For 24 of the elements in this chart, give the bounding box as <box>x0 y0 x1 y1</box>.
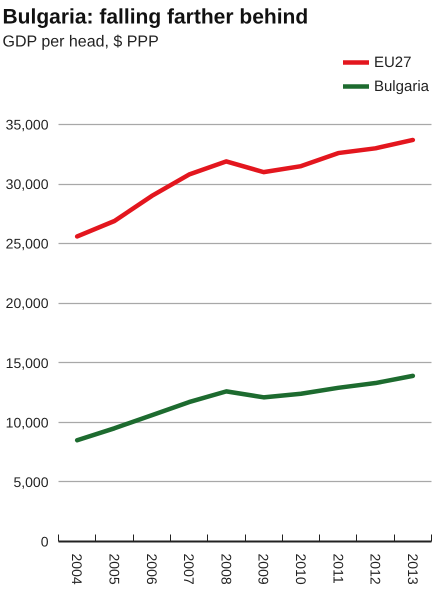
y-tick-label: 35,000 <box>6 116 49 132</box>
x-tick-label: 2013 <box>404 554 421 585</box>
y-tick-label: 20,000 <box>6 295 49 312</box>
x-tick-label: 2012 <box>368 554 384 585</box>
x-tick-label: 2006 <box>144 554 160 585</box>
y-tick-label: 30,000 <box>6 176 49 192</box>
x-tick-label: 2010 <box>292 554 309 585</box>
y-tick-label: 5,000 <box>13 474 49 490</box>
y-tick-label: 0 <box>40 534 49 550</box>
x-tick-label: 2004 <box>69 554 86 585</box>
x-tick-label: 2005 <box>106 554 122 585</box>
x-tick-label: 2008 <box>218 554 234 585</box>
chart-subtitle: GDP per head, $ PPP <box>2 34 159 50</box>
chart-title: Bulgaria: falling farther behind <box>2 6 308 28</box>
legend-label: EU27 <box>374 54 412 70</box>
line-series <box>74 138 416 239</box>
y-tick-label: 25,000 <box>6 236 49 252</box>
y-tick-label: 15,000 <box>6 354 49 371</box>
x-tick-label: 2007 <box>181 554 198 585</box>
legend-label: Bulgaria <box>374 78 429 94</box>
y-tick-label: 10,000 <box>6 414 49 430</box>
x-tick-label: 2011 <box>330 554 346 584</box>
line-series <box>74 374 416 442</box>
x-tick-label: 2009 <box>256 554 272 585</box>
